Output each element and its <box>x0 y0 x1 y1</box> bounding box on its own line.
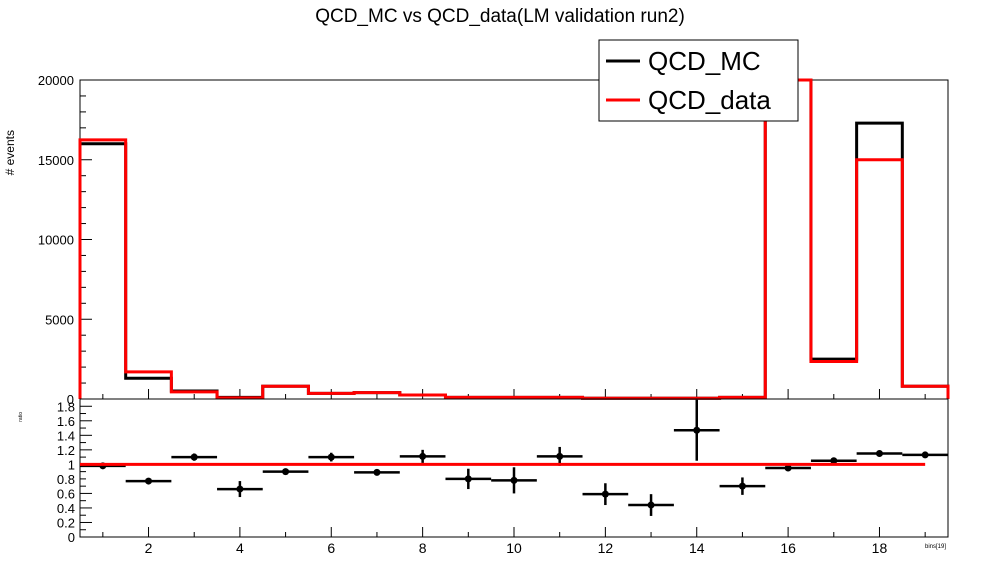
ratio-point <box>419 452 427 460</box>
x-tick-label: 14 <box>689 540 705 556</box>
x-tick-label: 4 <box>236 540 244 556</box>
histogram-QCD_data <box>78 78 950 400</box>
bottom-y-tick-label: 0.8 <box>57 472 75 487</box>
top-y-tick-label: 15000 <box>38 153 74 168</box>
top-y-tick-label: 20000 <box>38 73 74 88</box>
ratio-point <box>556 452 564 460</box>
top-y-tick-label: 0 <box>67 392 74 407</box>
ratio-point <box>464 475 472 483</box>
x-tick-label: 10 <box>506 540 522 556</box>
ratio-point <box>510 476 518 484</box>
legend-box <box>598 39 799 122</box>
ratio-point <box>738 482 746 490</box>
histogram-QCD_MC <box>78 78 950 400</box>
bottom-y-axis: 00.20.40.60.811.21.41.61.8 <box>57 398 92 545</box>
ratio-point <box>647 501 655 509</box>
ratio-points <box>80 399 948 516</box>
x-tick-label: 16 <box>780 540 796 556</box>
bottom-y-tick-label: 0 <box>68 530 75 545</box>
ratio-point <box>190 453 198 461</box>
ratio-point <box>236 485 244 493</box>
top-panel: 0 5000 10000 15000 20000 # events <box>3 73 950 407</box>
ratio-point <box>830 457 838 465</box>
histograms <box>78 78 950 400</box>
ratio-point <box>601 490 609 498</box>
x-axis-label: bins[19] <box>925 544 946 550</box>
x-tick-label: 2 <box>145 540 153 556</box>
ratio-point <box>327 453 335 461</box>
bottom-y-tick-label: 1 <box>68 457 75 472</box>
top-y-axis: 0 5000 10000 15000 20000 <box>38 73 926 407</box>
bottom-y-tick-label: 1.2 <box>57 443 75 458</box>
ratio-point <box>875 449 883 457</box>
chart-title: QCD_MC vs QCD_data(LM validation run2) <box>315 6 685 27</box>
x-axis: 2 4 6 8 10 12 14 16 18 <box>102 527 926 556</box>
bottom-panel: 00.20.40.60.811.21.41.61.8 2 4 6 8 10 12 14 16 1… <box>18 398 949 556</box>
ratio-point <box>693 426 701 434</box>
legend: QCD_MC QCD_data <box>598 39 799 122</box>
bottom-y-tick-label: 1.6 <box>57 414 75 429</box>
top-frame <box>79 79 949 400</box>
legend-data-label: QCD_data <box>648 85 771 115</box>
top-y-tick-label: 5000 <box>45 312 74 327</box>
x-tick-label: 12 <box>598 540 614 556</box>
x-tick-label: 18 <box>872 540 888 556</box>
ratio-point <box>145 477 153 485</box>
bottom-y-tick-label: 0.6 <box>57 486 75 501</box>
bottom-y-tick-label: 1.4 <box>57 428 75 443</box>
ratio-point <box>282 468 290 476</box>
x-tick-label: 8 <box>419 540 427 556</box>
ratio-point <box>784 464 792 472</box>
bottom-y-tick-label: 1.8 <box>57 399 75 414</box>
bottom-y-axis-label: ratio <box>18 412 24 422</box>
bottom-y-tick-label: 0.4 <box>57 501 75 516</box>
ratio-point <box>921 451 929 459</box>
top-y-tick-label: 10000 <box>38 233 74 248</box>
x-tick-label: 6 <box>327 540 335 556</box>
ratio-point <box>373 468 381 476</box>
legend-mc-label: QCD_MC <box>648 46 761 76</box>
top-y-axis-label: # events <box>3 130 17 175</box>
bottom-y-tick-label: 0.2 <box>57 515 75 530</box>
